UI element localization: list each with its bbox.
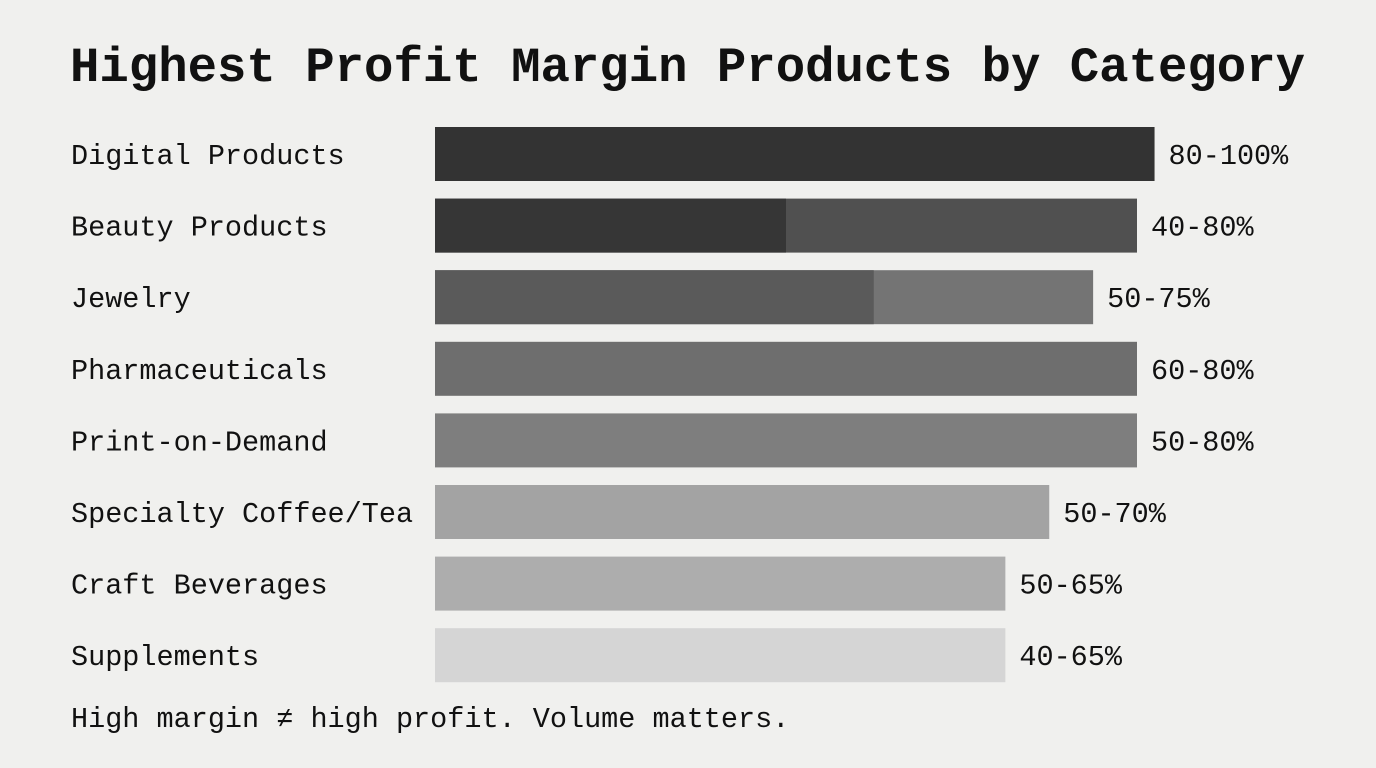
value-label: 50-80%: [1151, 426, 1255, 459]
value-label: 80-100%: [1169, 140, 1290, 173]
category-label: Beauty Products: [71, 212, 328, 245]
category-label: Jewelry: [71, 283, 191, 316]
bar-low-segment: [435, 270, 874, 325]
value-label: 60-80%: [1151, 355, 1255, 388]
category-label: Craft Beverages: [71, 570, 328, 603]
category-label: Print-on-Demand: [71, 426, 328, 459]
bar-low-segment: [435, 198, 786, 253]
bar: [435, 485, 1050, 539]
chart-title: Highest Profit Margin Products by Catego…: [70, 40, 1306, 96]
footnote: High margin ≠ high profit. Volume matter…: [71, 703, 790, 736]
category-label: Digital Products: [71, 140, 345, 173]
category-label: Supplements: [71, 641, 259, 674]
bar: [435, 556, 1006, 611]
value-label: 40-80%: [1151, 212, 1255, 245]
value-label: 50-70%: [1063, 498, 1167, 531]
bar: [435, 413, 1137, 468]
category-label: Specialty Coffee/Tea: [71, 498, 413, 531]
value-label: 50-75%: [1107, 283, 1211, 316]
category-label: Pharmaceuticals: [71, 355, 328, 388]
bar: [435, 628, 1006, 683]
value-label: 40-65%: [1019, 641, 1123, 674]
bar: [435, 127, 1155, 181]
value-label: 50-65%: [1019, 570, 1123, 603]
bar: [435, 341, 1137, 396]
